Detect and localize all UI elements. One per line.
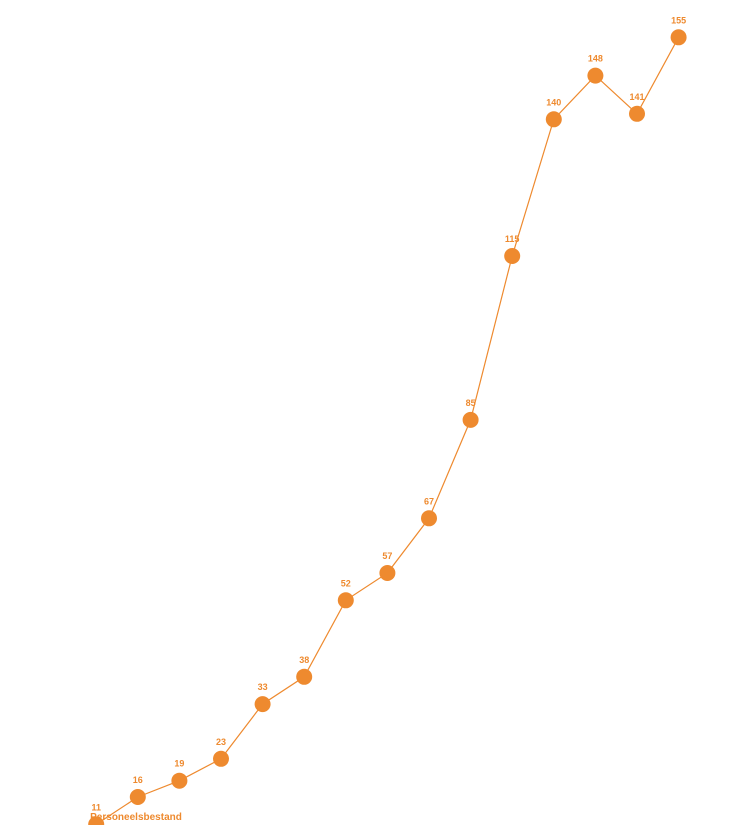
data-point	[629, 105, 645, 122]
data-point	[296, 668, 313, 685]
data-point	[504, 248, 521, 264]
data-point	[379, 565, 396, 581]
data-label: 67	[424, 496, 434, 506]
data-label: 155	[671, 15, 686, 25]
series-label: Personeelsbestand	[90, 812, 182, 823]
data-point	[129, 789, 146, 805]
data-label: 57	[382, 551, 392, 561]
data-point	[88, 816, 105, 825]
data-point	[254, 696, 271, 713]
data-label: 19	[174, 759, 184, 769]
series-line	[93, 37, 680, 825]
data-point	[462, 411, 479, 428]
data-label: 38	[299, 655, 309, 665]
data-label: 52	[341, 578, 351, 588]
data-label: 141	[629, 92, 644, 102]
data-label: 11	[91, 802, 101, 812]
data-label: 140	[546, 97, 561, 107]
data-label: 23	[216, 737, 226, 747]
data-point	[421, 510, 437, 527]
data-label: 85	[466, 398, 476, 408]
data-label: 16	[133, 775, 143, 785]
data-label: 148	[588, 54, 603, 64]
data-point	[213, 750, 229, 767]
data-point	[337, 592, 354, 609]
data-label: 115	[505, 234, 520, 244]
data-point	[587, 67, 604, 84]
data-points	[88, 29, 687, 825]
data-point	[545, 111, 562, 128]
data-label: 33	[258, 682, 268, 692]
data-point	[670, 29, 687, 46]
data-point	[171, 772, 188, 789]
data-labels: 070711161923333852576785115140148141155	[8, 15, 686, 825]
